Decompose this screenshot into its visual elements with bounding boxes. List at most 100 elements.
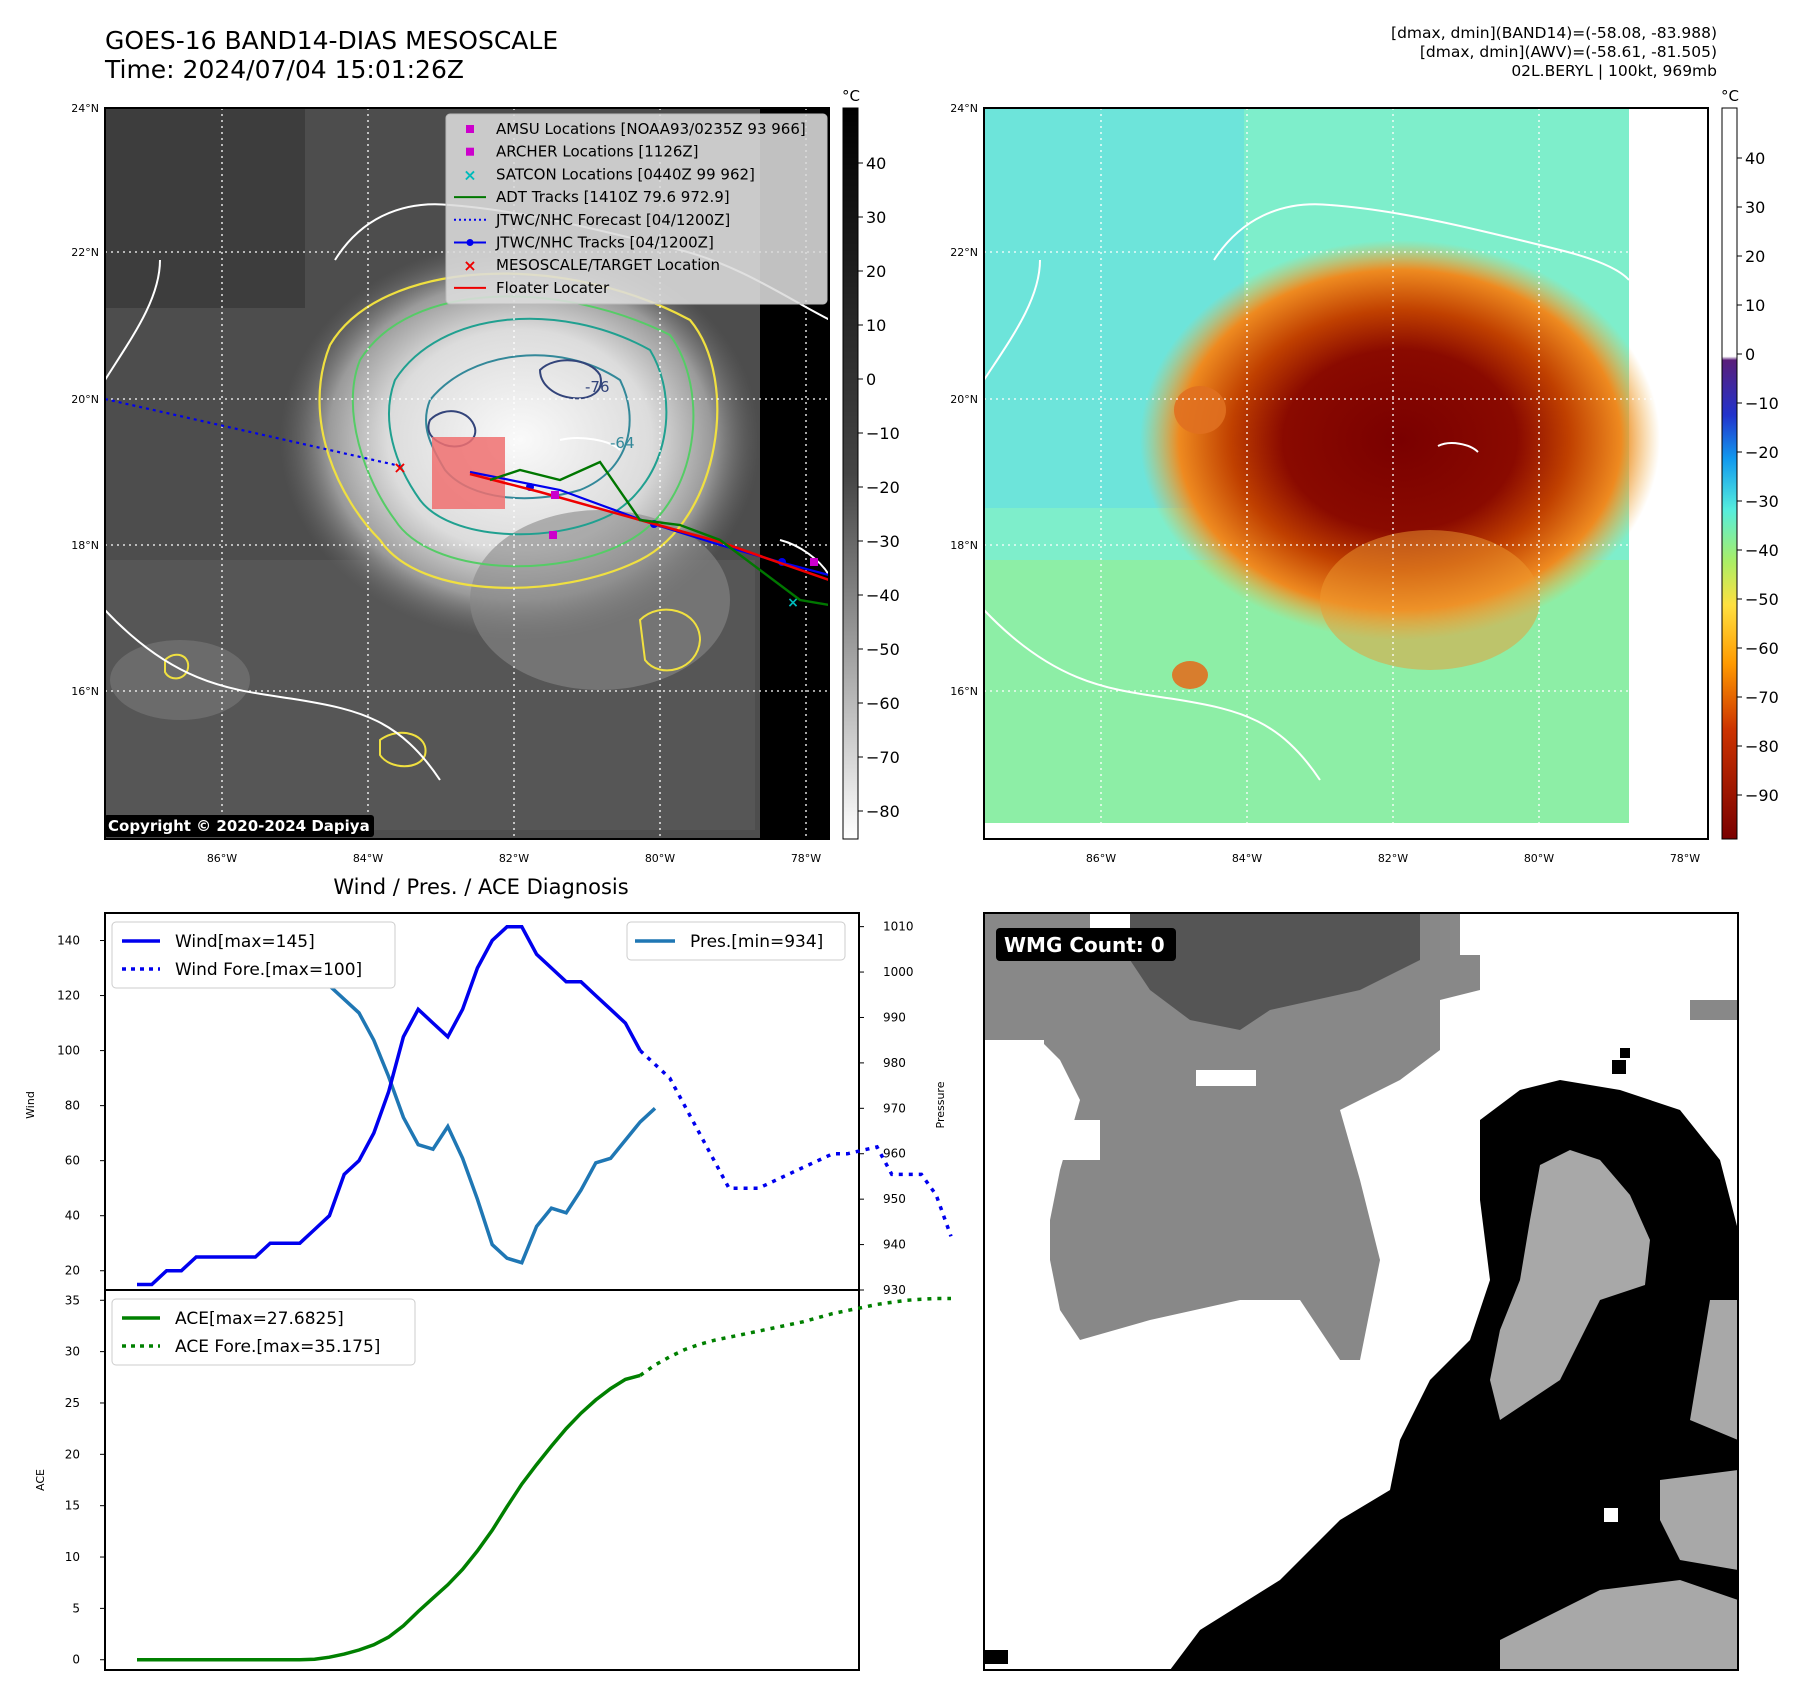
pressure-tick-label: 940	[883, 1238, 906, 1252]
lat-label: 18°N	[71, 539, 99, 552]
awv-map-panel: 24°N 22°N 20°N 18°N 16°N 86°W 84°W 82°W 80°W 78°W…	[950, 87, 1779, 865]
ace-tick-label: 5	[72, 1601, 80, 1615]
legend-marker	[466, 147, 474, 156]
lat-label: 16°N	[71, 685, 99, 698]
awv-colorbar-label: −60	[1745, 639, 1779, 658]
awv-colorbar-label: 20	[1745, 247, 1765, 266]
pressure-tick-label: 960	[883, 1147, 906, 1161]
ir-colorbar-unit: °C	[842, 87, 860, 105]
stats-text: [dmax, dmin](BAND14)=(-58.08, -83.988) […	[1391, 24, 1717, 81]
ace-tick-label: 15	[65, 1499, 80, 1513]
pressure-axis-label: Pressure	[934, 1081, 947, 1128]
ace-legend-label: ACE[max=27.6825]	[175, 1309, 344, 1329]
awv-map-imagery	[984, 108, 1708, 839]
wmg-panel: WMG Count: 0	[983, 912, 1739, 1671]
wind-tick-label: 60	[65, 1154, 80, 1168]
copyright-label: Copyright © 2020-2024 Dapiya	[104, 815, 374, 837]
awv-colorbar-label: 40	[1745, 149, 1765, 168]
legend-label: MESOSCALE/TARGET Location	[496, 256, 720, 274]
lat-label: 24°N	[71, 102, 99, 115]
pressure-tick-label: 930	[883, 1283, 906, 1297]
lat-label: 24°N	[950, 102, 978, 115]
ace-tick-label: 25	[65, 1396, 80, 1410]
diagnosis-title: Wind / Pres. / ACE Diagnosis	[333, 875, 628, 899]
lon-label: 86°W	[207, 852, 237, 865]
awv-colorbar-label: −20	[1745, 443, 1779, 462]
wind-tick-label: 100	[57, 1044, 80, 1058]
wmg-black-region	[984, 1000, 1738, 1670]
legend-marker: ×	[463, 165, 476, 184]
lon-label: 78°W	[791, 852, 821, 865]
legend-label: ADT Tracks [1410Z 79.6 972.9]	[496, 188, 730, 206]
pressure-legend: Pres.[min=934]	[626, 921, 846, 961]
pressure-tick-label: 990	[883, 1010, 906, 1024]
ir-map-legend: AMSU Locations [NOAA93/0235Z 93 966] ARCH…	[445, 113, 828, 305]
legend-label: Floater Locater	[496, 279, 610, 297]
ir-colorbar-label: 40	[866, 154, 886, 173]
legend-label: ARCHER Locations [1126Z]	[496, 143, 699, 161]
awv-colorbar-label: −40	[1745, 541, 1779, 560]
ace-tick-label: 10	[65, 1550, 80, 1564]
wind-forecast-line	[639, 1049, 953, 1237]
legend-label: SATCON Locations [0440Z 99 962]	[496, 165, 755, 183]
ace-tick-label: 20	[65, 1447, 80, 1461]
svg-text:×: ×	[787, 595, 799, 611]
ace-tick-label: 0	[72, 1653, 80, 1667]
lat-label: 22°N	[71, 246, 99, 259]
pressure-tick-label: 1010	[883, 920, 914, 934]
lat-label: 16°N	[950, 685, 978, 698]
lon-label: 80°W	[1524, 852, 1554, 865]
ir-colorbar-label: −30	[866, 532, 900, 551]
ir-colorbar-label: −70	[866, 748, 900, 767]
ace-forecast-legend-label: ACE Fore.[max=35.175]	[175, 1337, 380, 1357]
wind-tick-label: 80	[65, 1099, 80, 1113]
title-line-2: Time: 2024/07/04 15:01:26Z	[105, 55, 464, 84]
lon-label: 80°W	[645, 852, 675, 865]
lon-label: 86°W	[1086, 852, 1116, 865]
wind-axis-label: Wind	[24, 1091, 37, 1119]
ir-colorbar-label: −20	[866, 478, 900, 497]
awv-colorbar-label: 10	[1745, 296, 1765, 315]
pressure-legend-label: Pres.[min=934]	[690, 932, 823, 952]
ir-colorbar-label: 10	[866, 316, 886, 335]
adt-track	[489, 460, 829, 607]
awv-colorbar-unit: °C	[1721, 87, 1739, 105]
wind-pressure-chart: Wind / Pres. / ACE Diagnosis 20 40 60 80 100…	[24, 875, 953, 1297]
floater-box	[432, 437, 505, 509]
contour-label-76: -76	[585, 378, 610, 396]
wind-tick-label: 20	[65, 1264, 80, 1278]
lat-label: 18°N	[950, 539, 978, 552]
ace-axis-label: ACE	[34, 1469, 47, 1491]
ace-tick-label: 30	[65, 1345, 80, 1359]
awv-colorbar-label: −30	[1745, 492, 1779, 511]
awv-colorbar-label: −80	[1745, 737, 1779, 756]
lon-label: 82°W	[1378, 852, 1408, 865]
lat-label: 20°N	[950, 393, 978, 406]
ir-colorbar-label: 30	[866, 208, 886, 227]
legend-label: AMSU Locations [NOAA93/0235Z 93 966]	[496, 120, 806, 138]
legend-marker: ×	[463, 256, 476, 275]
ir-colorbar-label: −50	[866, 640, 900, 659]
legend-marker-dot	[466, 239, 474, 246]
wind-tick-label: 140	[57, 934, 80, 948]
jtwc-track	[469, 470, 829, 577]
contour-label-64: -64	[610, 434, 635, 452]
stats-line-1: [dmax, dmin](BAND14)=(-58.08, -83.988)	[1391, 24, 1717, 42]
ir-colorbar	[842, 107, 859, 840]
jtwc-forecast-track	[105, 397, 401, 468]
lat-label: 20°N	[71, 393, 99, 406]
ir-colorbar-label: −80	[866, 802, 900, 821]
ir-colorbar-label: 0	[866, 370, 876, 389]
awv-colorbar	[1721, 107, 1738, 840]
title-line-1: GOES-16 BAND14-DIAS MESOSCALE	[105, 26, 559, 55]
awv-colorbar-label: −70	[1745, 688, 1779, 707]
wind-line	[137, 925, 642, 1287]
pressure-tick-label: 980	[883, 1056, 906, 1070]
wind-tick-label: 120	[57, 989, 80, 1003]
awv-colorbar-label: −90	[1745, 786, 1779, 805]
svg-text:×: ×	[393, 458, 406, 477]
wmg-gray-region	[984, 913, 1480, 1360]
awv-colorbar-label: −50	[1745, 590, 1779, 609]
wind-legend: Wind[max=145] Wind Fore.[max=100]	[111, 921, 396, 989]
